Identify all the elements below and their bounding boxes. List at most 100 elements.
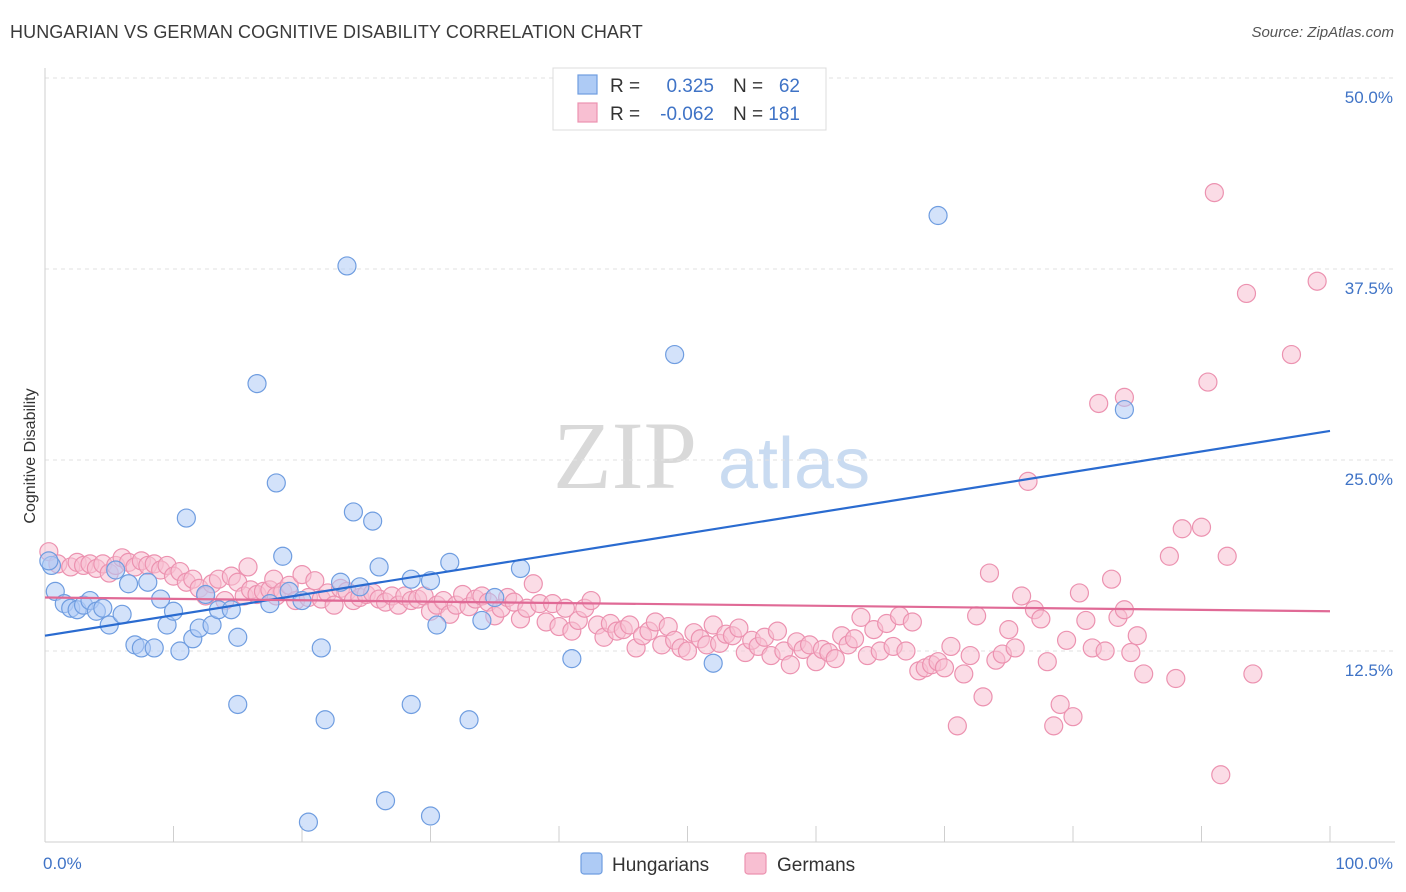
data-point (221, 600, 241, 620)
data-point (93, 598, 113, 618)
data-point (941, 636, 961, 657)
data-point (39, 551, 59, 571)
data-point (1044, 716, 1064, 736)
chart-title: HUNGARIAN VS GERMAN COGNITIVE DISABILITY… (10, 22, 643, 42)
data-point (260, 594, 280, 614)
data-point (1101, 569, 1122, 589)
data-point (485, 587, 505, 608)
data-point (947, 716, 967, 736)
y-tick-label: 12.5% (1345, 661, 1393, 680)
data-point (934, 658, 955, 678)
series-legend-label-germans: Germans (777, 855, 855, 876)
data-point (1281, 344, 1302, 365)
data-point (1159, 546, 1179, 566)
data-point (1018, 471, 1038, 491)
data-point (420, 806, 441, 826)
data-point (311, 638, 331, 658)
data-point (562, 649, 582, 669)
data-point (1191, 517, 1212, 537)
data-point (1095, 641, 1115, 661)
data-point (928, 205, 948, 226)
legend-n-value-1: 62 (779, 76, 800, 97)
data-point (298, 812, 319, 832)
legend-n-label-1: N = (733, 76, 763, 97)
legend-r-value-2: -0.062 (660, 104, 714, 125)
data-point (665, 344, 685, 365)
data-point (967, 606, 987, 626)
y-tick-label: 50.0% (1345, 88, 1393, 107)
data-point (523, 574, 543, 594)
data-point (1243, 664, 1263, 684)
legend-r-label-1: R = (610, 76, 640, 97)
data-point (228, 627, 248, 647)
data-point (1121, 642, 1141, 663)
data-point (1063, 707, 1083, 727)
stats-legend: R = 0.325 N = 62 R = -0.062 N = 181 (552, 67, 827, 131)
data-point (170, 641, 190, 661)
data-point (1076, 610, 1096, 631)
data-point (118, 574, 139, 594)
data-point (960, 645, 980, 666)
data-point (112, 604, 132, 624)
series-legend: Hungarians Germans (580, 852, 855, 876)
data-point (780, 655, 800, 675)
data-point (176, 508, 196, 528)
data-point (138, 572, 158, 592)
data-point (459, 710, 479, 730)
data-point (363, 511, 383, 531)
data-point (1056, 630, 1077, 650)
data-point (305, 571, 325, 591)
data-point (703, 653, 723, 673)
y-tick-label: 25.0% (1345, 470, 1393, 489)
data-point (677, 641, 698, 661)
data-point (375, 791, 396, 811)
data-point (729, 618, 749, 638)
data-point (330, 572, 351, 592)
data-point (343, 502, 363, 522)
watermark-zip: ZIP (553, 402, 697, 509)
legend-n-value-2: 181 (768, 104, 800, 125)
data-point (420, 571, 441, 591)
data-point (1114, 399, 1135, 420)
data-point (1211, 765, 1231, 785)
data-point (315, 710, 335, 730)
data-point (999, 620, 1019, 640)
x-axis-ticks (173, 826, 1331, 842)
legend-swatch-germans (577, 102, 598, 123)
data-point (1204, 183, 1224, 203)
data-point (163, 601, 184, 621)
data-point (973, 687, 993, 707)
data-point (106, 560, 126, 580)
data-point (144, 638, 164, 658)
data-point (1134, 664, 1154, 684)
series-hungarians (39, 205, 1135, 832)
data-point (510, 558, 531, 579)
data-point (1172, 519, 1192, 539)
data-point (369, 557, 389, 577)
trend-line-hungarians (44, 429, 1331, 637)
y-tick-label: 37.5% (1345, 279, 1393, 298)
source-credit: Source: ZipAtlas.com (1251, 24, 1394, 41)
data-point (196, 584, 216, 605)
series-legend-label-hungarians: Hungarians (612, 855, 709, 876)
data-point (979, 563, 1000, 583)
y-axis-label: Cognitive Disability (22, 388, 39, 523)
data-point (844, 629, 865, 649)
data-point (324, 595, 344, 615)
data-point (427, 615, 447, 635)
data-point (581, 590, 601, 611)
data-point (1236, 283, 1257, 304)
series-germans (39, 183, 1327, 785)
data-point (851, 607, 871, 627)
data-point (1089, 393, 1109, 414)
data-point (337, 256, 357, 276)
legend-r-value-1: 0.325 (666, 76, 714, 97)
data-point (1166, 668, 1186, 689)
watermark-atlas: atlas (718, 424, 870, 504)
x-tick-label-max: 100.0% (1335, 854, 1393, 873)
series-legend-swatch-hungarians (580, 852, 603, 875)
data-point (1031, 609, 1051, 629)
data-point (954, 664, 974, 684)
data-point (902, 612, 922, 632)
